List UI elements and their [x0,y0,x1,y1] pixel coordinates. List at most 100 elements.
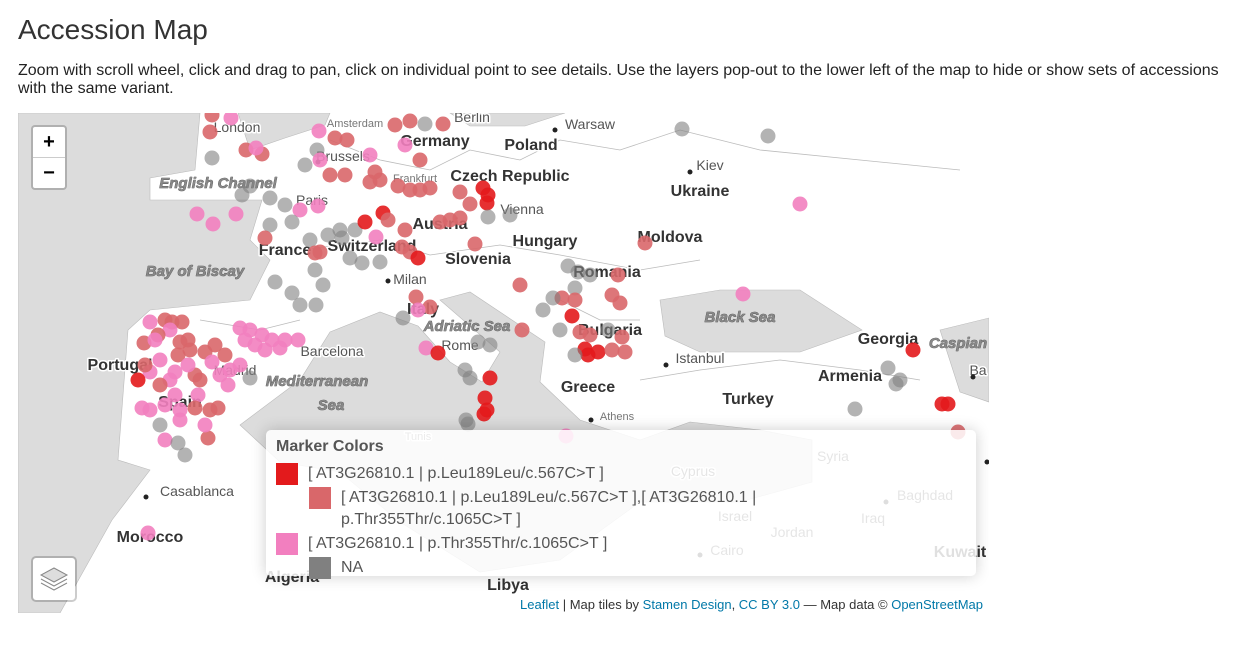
marker[interactable] [476,406,492,422]
marker[interactable] [284,285,300,301]
marker[interactable] [152,417,168,433]
marker[interactable] [614,329,630,345]
marker[interactable] [174,314,190,330]
marker[interactable] [302,232,318,248]
marker[interactable] [387,117,403,133]
marker[interactable] [617,344,633,360]
marker[interactable] [792,196,808,212]
marker[interactable] [284,214,300,230]
link[interactable]: Stamen Design [642,597,732,612]
marker[interactable] [357,214,373,230]
marker[interactable] [140,525,156,541]
marker[interactable] [480,209,496,225]
marker[interactable] [248,140,264,156]
link[interactable]: Leaflet [520,597,560,612]
marker[interactable] [334,230,350,246]
marker[interactable] [167,387,183,403]
marker[interactable] [170,347,186,363]
marker[interactable] [307,262,323,278]
marker[interactable] [477,390,493,406]
marker[interactable] [435,116,451,132]
marker[interactable] [880,360,896,376]
marker[interactable] [327,130,343,146]
marker[interactable] [408,289,424,305]
marker[interactable] [320,227,336,243]
marker[interactable] [470,334,486,350]
marker[interactable] [892,372,908,388]
marker[interactable] [637,235,653,251]
marker[interactable] [308,297,324,313]
marker[interactable] [237,332,253,348]
marker[interactable] [460,416,476,432]
link[interactable]: OpenStreetMap [891,597,983,612]
marker[interactable] [322,167,338,183]
marker[interactable] [412,152,428,168]
marker[interactable] [422,299,438,315]
marker[interactable] [182,342,198,358]
legend-item[interactable]: [ AT3G26810.1 | p.Leu189Leu/c.567C>T ],[… [309,487,966,531]
marker[interactable] [347,222,363,238]
marker[interactable] [262,190,278,206]
marker[interactable] [204,150,220,166]
marker[interactable] [567,347,583,363]
marker[interactable] [262,217,278,233]
marker[interactable] [292,202,308,218]
marker[interactable] [257,342,273,358]
marker[interactable] [395,310,411,326]
marker[interactable] [567,292,583,308]
marker[interactable] [390,178,406,194]
marker[interactable] [257,230,273,246]
marker[interactable] [152,377,168,393]
legend-item[interactable]: [ AT3G26810.1 | p.Thr355Thr/c.1065C>T ] [276,533,966,555]
marker[interactable] [172,412,188,428]
marker[interactable] [200,430,216,446]
marker[interactable] [600,322,616,338]
marker[interactable] [137,357,153,373]
marker[interactable] [310,198,326,214]
marker[interactable] [397,137,413,153]
marker[interactable] [502,207,518,223]
marker[interactable] [162,322,178,338]
legend-item[interactable]: [ AT3G26810.1 | p.Leu189Leu/c.567C>T ] [276,463,966,485]
marker[interactable] [410,250,426,266]
marker[interactable] [479,195,495,211]
marker[interactable] [380,212,396,228]
marker[interactable] [847,401,863,417]
marker[interactable] [482,337,498,353]
marker[interactable] [905,342,921,358]
marker[interactable] [442,212,458,228]
marker[interactable] [228,206,244,222]
marker[interactable] [564,308,580,324]
marker[interactable] [292,297,308,313]
marker[interactable] [410,302,426,318]
marker[interactable] [535,302,551,318]
marker[interactable] [735,286,751,302]
marker[interactable] [210,400,226,416]
markers[interactable] [130,113,966,541]
marker[interactable] [610,267,626,283]
marker[interactable] [452,184,468,200]
marker[interactable] [582,267,598,283]
marker[interactable] [205,216,221,232]
marker[interactable] [234,187,250,203]
marker[interactable] [142,314,158,330]
marker[interactable] [204,113,220,123]
marker[interactable] [402,113,418,129]
legend-item[interactable]: NA [309,557,966,579]
marker[interactable] [277,332,293,348]
marker[interactable] [512,277,528,293]
marker[interactable] [147,332,163,348]
marker[interactable] [189,206,205,222]
marker[interactable] [422,180,438,196]
marker[interactable] [130,372,146,388]
marker[interactable] [315,277,331,293]
marker[interactable] [312,152,328,168]
marker[interactable] [362,147,378,163]
zoom-in[interactable]: + [43,131,55,153]
marker[interactable] [190,387,206,403]
layers-button[interactable] [31,556,77,602]
marker[interactable] [312,244,328,260]
marker[interactable] [242,370,258,386]
marker[interactable] [202,124,218,140]
marker[interactable] [462,196,478,212]
